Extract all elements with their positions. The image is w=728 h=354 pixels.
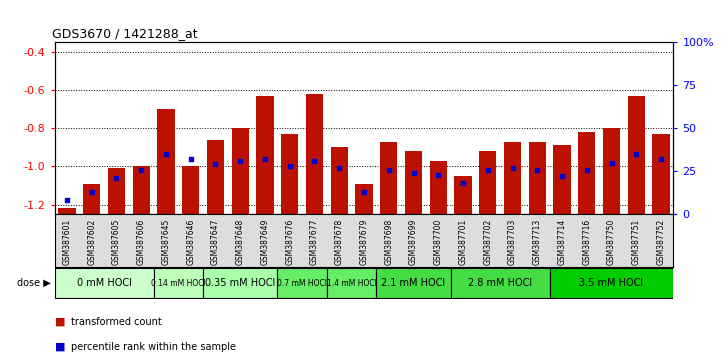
FancyBboxPatch shape bbox=[550, 268, 673, 298]
Point bbox=[234, 158, 246, 164]
Text: ■: ■ bbox=[55, 342, 65, 352]
Text: GSM387648: GSM387648 bbox=[236, 218, 245, 265]
Point bbox=[383, 167, 395, 172]
FancyBboxPatch shape bbox=[154, 268, 203, 298]
Text: GSM387605: GSM387605 bbox=[112, 218, 121, 265]
Point bbox=[309, 158, 320, 164]
Bar bbox=[430, 161, 447, 214]
Text: 0.7 mM HOCl: 0.7 mM HOCl bbox=[277, 279, 327, 288]
Bar bbox=[207, 140, 224, 214]
Text: 3.5 mM HOCl: 3.5 mM HOCl bbox=[579, 278, 644, 288]
Text: GSM387649: GSM387649 bbox=[261, 218, 269, 265]
Bar bbox=[108, 169, 125, 214]
FancyBboxPatch shape bbox=[55, 268, 154, 298]
Text: GSM387701: GSM387701 bbox=[459, 218, 467, 265]
Text: GSM387677: GSM387677 bbox=[310, 218, 319, 265]
Text: 0 mM HOCl: 0 mM HOCl bbox=[76, 278, 132, 288]
Point bbox=[482, 167, 494, 172]
Point bbox=[61, 198, 73, 203]
Bar bbox=[132, 166, 150, 214]
Point bbox=[259, 156, 271, 162]
Bar bbox=[331, 147, 348, 214]
Bar bbox=[578, 132, 596, 214]
Text: GDS3670 / 1421288_at: GDS3670 / 1421288_at bbox=[52, 27, 197, 40]
Bar bbox=[306, 94, 323, 214]
Bar bbox=[355, 184, 373, 214]
Bar bbox=[232, 129, 249, 214]
Text: GSM387699: GSM387699 bbox=[409, 218, 418, 265]
FancyBboxPatch shape bbox=[203, 268, 277, 298]
Bar bbox=[256, 96, 274, 214]
Bar bbox=[504, 142, 521, 214]
Bar bbox=[182, 166, 199, 214]
Text: GSM387602: GSM387602 bbox=[87, 218, 96, 265]
Text: GSM387714: GSM387714 bbox=[558, 218, 566, 265]
Point bbox=[606, 160, 617, 166]
Text: GSM387606: GSM387606 bbox=[137, 218, 146, 265]
FancyBboxPatch shape bbox=[376, 268, 451, 298]
Text: GSM387601: GSM387601 bbox=[63, 218, 71, 265]
Text: GSM387645: GSM387645 bbox=[162, 218, 170, 265]
Point bbox=[408, 170, 419, 176]
Text: ■: ■ bbox=[55, 317, 65, 327]
Bar bbox=[380, 142, 397, 214]
Point bbox=[160, 151, 172, 157]
Text: 0.14 mM HOCl: 0.14 mM HOCl bbox=[151, 279, 206, 288]
Text: GSM387703: GSM387703 bbox=[508, 218, 517, 265]
Text: GSM387702: GSM387702 bbox=[483, 218, 492, 265]
Point bbox=[630, 151, 642, 157]
Bar bbox=[281, 134, 298, 214]
Text: 2.8 mM HOCl: 2.8 mM HOCl bbox=[468, 278, 532, 288]
FancyBboxPatch shape bbox=[277, 268, 327, 298]
Text: GSM387678: GSM387678 bbox=[335, 218, 344, 265]
Text: 2.1 mM HOCl: 2.1 mM HOCl bbox=[381, 278, 446, 288]
Text: 0.35 mM HOCl: 0.35 mM HOCl bbox=[205, 278, 275, 288]
Text: GSM387700: GSM387700 bbox=[434, 218, 443, 265]
Text: GSM387713: GSM387713 bbox=[533, 218, 542, 265]
Point bbox=[210, 161, 221, 167]
Point bbox=[86, 189, 98, 195]
Point bbox=[358, 189, 370, 195]
Point bbox=[556, 173, 568, 179]
Bar bbox=[454, 176, 472, 214]
Point bbox=[111, 175, 122, 181]
Text: transformed count: transformed count bbox=[71, 317, 162, 327]
Point bbox=[507, 165, 518, 171]
Point bbox=[581, 167, 593, 172]
Point bbox=[333, 165, 345, 171]
Bar bbox=[83, 184, 100, 214]
Text: GSM387750: GSM387750 bbox=[607, 218, 616, 265]
Bar bbox=[553, 145, 571, 214]
Bar bbox=[628, 96, 645, 214]
Point bbox=[284, 163, 296, 169]
Bar bbox=[58, 209, 76, 214]
Point bbox=[135, 167, 147, 172]
Text: GSM387751: GSM387751 bbox=[632, 218, 641, 265]
Text: 1.4 mM HOCl: 1.4 mM HOCl bbox=[327, 279, 376, 288]
Point bbox=[457, 181, 469, 186]
FancyBboxPatch shape bbox=[327, 268, 376, 298]
Text: GSM387698: GSM387698 bbox=[384, 218, 393, 265]
Text: GSM387752: GSM387752 bbox=[657, 218, 665, 265]
Text: percentile rank within the sample: percentile rank within the sample bbox=[71, 342, 236, 352]
Text: GSM387646: GSM387646 bbox=[186, 218, 195, 265]
Point bbox=[432, 172, 444, 177]
Bar bbox=[652, 134, 670, 214]
Text: GSM387676: GSM387676 bbox=[285, 218, 294, 265]
Point bbox=[531, 167, 543, 172]
Text: dose ▶: dose ▶ bbox=[17, 278, 51, 288]
Bar bbox=[405, 151, 422, 214]
Bar bbox=[479, 151, 496, 214]
Text: GSM387647: GSM387647 bbox=[211, 218, 220, 265]
Point bbox=[655, 156, 667, 162]
FancyBboxPatch shape bbox=[451, 268, 550, 298]
Bar bbox=[603, 129, 620, 214]
Text: GSM387716: GSM387716 bbox=[582, 218, 591, 265]
Bar bbox=[529, 142, 546, 214]
Text: GSM387679: GSM387679 bbox=[360, 218, 368, 265]
Point bbox=[185, 156, 197, 162]
Bar bbox=[157, 109, 175, 214]
